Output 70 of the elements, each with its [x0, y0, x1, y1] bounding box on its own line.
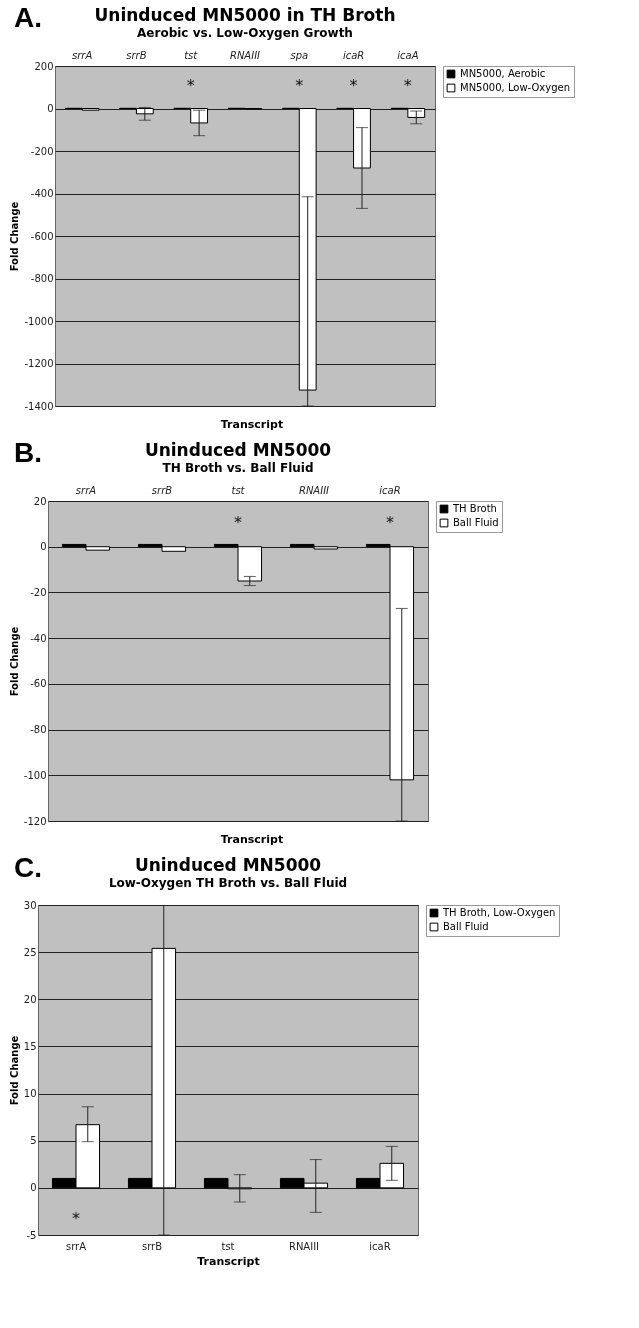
annotation: * — [72, 1208, 80, 1228]
x-tick-label: icaA — [397, 49, 419, 61]
y-axis-title: Fold Change — [8, 626, 20, 697]
y-tick-label: 10 — [23, 1088, 37, 1100]
chart-subtitle: Aerobic vs. Low-Oxygen Growth — [137, 26, 353, 40]
x-tick-label: tst — [184, 49, 199, 61]
legend-label: MN5000, Low-Oxygen — [460, 82, 571, 93]
y-tick-label: -200 — [30, 145, 54, 157]
y-tick-label: -40 — [30, 632, 47, 644]
x-tick-label: tst — [221, 1240, 235, 1252]
y-tick-label: 0 — [40, 541, 47, 553]
x-tick-label: tst — [231, 484, 246, 496]
x-tick-label: srrB — [151, 484, 173, 496]
chart-subtitle: Low-Oxygen TH Broth vs. Ball Fluid — [108, 876, 348, 890]
x-tick-label: RNAIII — [298, 484, 330, 496]
y-tick-label: -20 — [30, 586, 47, 598]
x-tick-label: spa — [290, 49, 309, 61]
x-tick-label: srrB — [141, 1240, 163, 1252]
y-tick-label: 5 — [30, 1135, 37, 1147]
y-axis-title: Fold Change — [9, 201, 21, 272]
x-tick-label: icaR — [342, 49, 365, 61]
y-tick-label: -100 — [23, 769, 47, 781]
annotation: * — [349, 76, 358, 96]
y-tick-label: -1000 — [24, 315, 54, 327]
y-tick-label: -5 — [26, 1229, 37, 1241]
y-tick-label: -1200 — [24, 358, 54, 369]
y-tick-label: 0 — [47, 103, 54, 114]
chart-title: Uninduced MN5000 — [134, 855, 322, 875]
annotation: * — [295, 76, 304, 96]
y-tick-label: -120 — [23, 815, 47, 827]
y-tick-label: -80 — [30, 724, 47, 736]
y-tick-label: -800 — [30, 273, 54, 284]
legend-label: Ball Fluid — [443, 921, 489, 932]
x-tick-label: srrA — [75, 484, 97, 496]
x-tick-label: icaR — [379, 484, 401, 496]
x-axis-title: Transcript — [197, 1254, 260, 1268]
text: A. — [14, 2, 42, 34]
y-tick-label: 20 — [33, 495, 47, 507]
y-tick-label: 30 — [23, 899, 37, 911]
x-tick-label: srrA — [65, 1240, 87, 1252]
x-axis-title: Transcript — [219, 418, 285, 431]
y-tick-label: -600 — [30, 230, 54, 242]
chart-title: Uninduced MN5000 in TH Broth — [94, 5, 396, 25]
x-tick-label: RNAIII — [229, 49, 261, 61]
x-tick-label: icaR — [369, 1240, 391, 1252]
legend-label: TH Broth, Low-Oxygen — [442, 907, 556, 918]
legend-label: Ball Fluid — [453, 517, 499, 528]
x-tick-label: RNAIII — [288, 1240, 320, 1252]
y-tick-label: 20 — [23, 993, 37, 1005]
y-tick-label: 25 — [23, 946, 37, 958]
x-axis-title: Transcript — [219, 833, 285, 846]
legend-label: TH Broth — [452, 503, 497, 514]
legend-label: MN5000, Aerobic — [460, 68, 546, 79]
y-tick-label: 15 — [23, 1040, 37, 1052]
chart-subtitle: TH Broth vs. Ball Fluid — [162, 461, 314, 475]
y-tick-label: -1400 — [24, 400, 54, 412]
y-axis-title: Fold Change — [8, 1035, 20, 1106]
text: B. — [14, 437, 42, 469]
annotation: * — [386, 513, 394, 533]
y-tick-label: -60 — [30, 678, 47, 690]
annotation: * — [186, 76, 195, 96]
chart-title: Uninduced MN5000 — [144, 440, 332, 460]
x-tick-label: srrA — [72, 49, 93, 61]
text: C. — [14, 852, 42, 884]
x-tick-label: srrB — [126, 49, 147, 61]
annotation: * — [403, 76, 412, 96]
y-tick-label: -400 — [30, 188, 54, 199]
y-tick-label: 0 — [30, 1182, 37, 1194]
annotation: * — [234, 513, 242, 533]
y-tick-label: 200 — [34, 60, 54, 72]
